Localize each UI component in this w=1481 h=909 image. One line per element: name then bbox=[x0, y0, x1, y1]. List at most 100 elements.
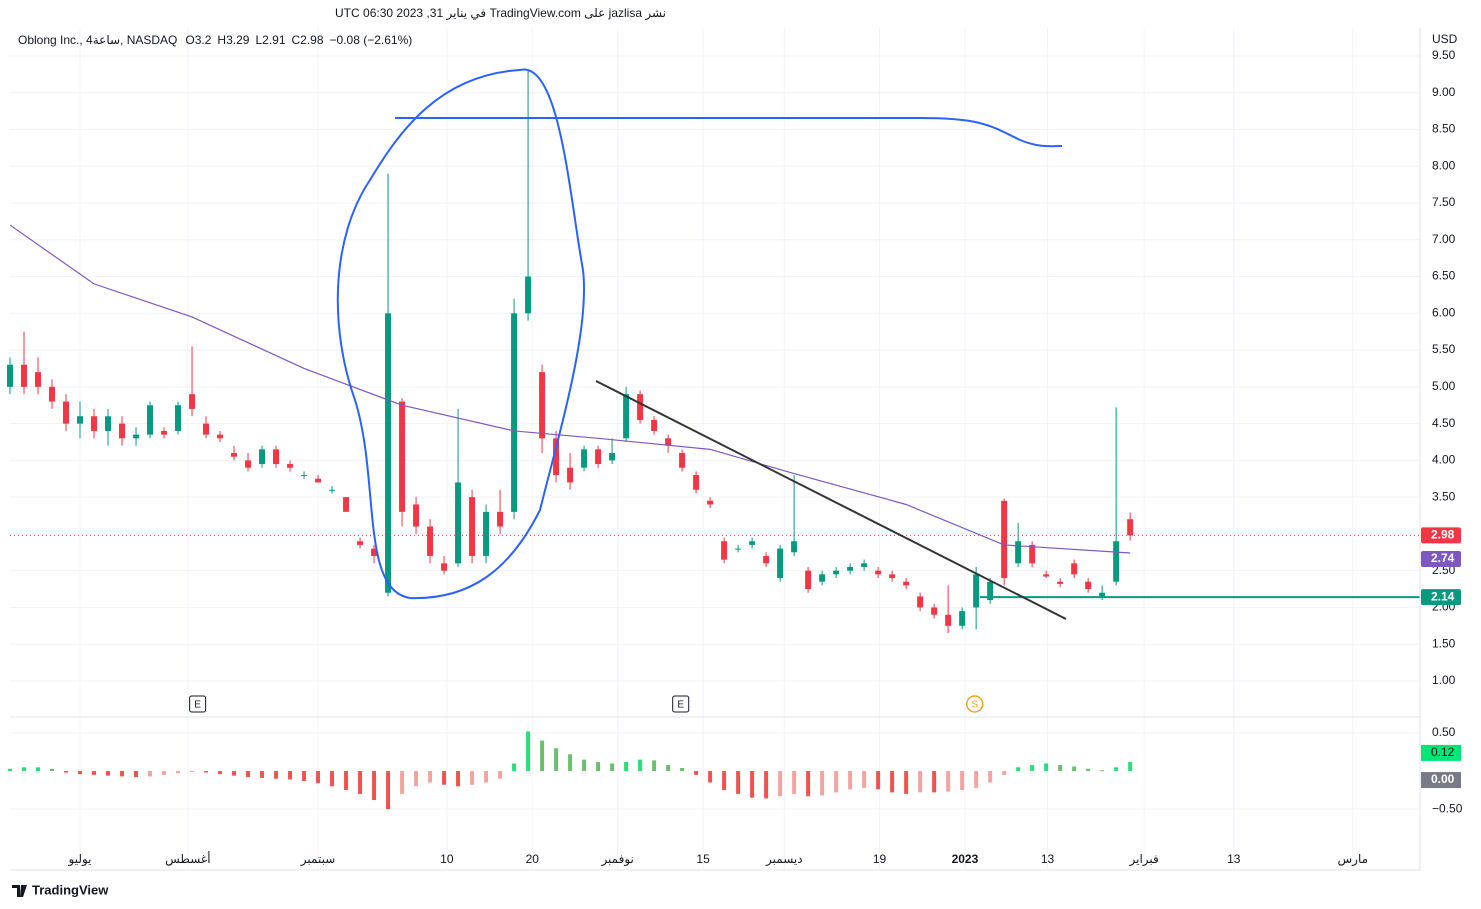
osc-bar bbox=[960, 771, 965, 791]
osc-bar bbox=[610, 763, 615, 772]
candle-body bbox=[1099, 592, 1106, 597]
osc-bar bbox=[596, 761, 601, 772]
y-tick-label: 4.00 bbox=[1432, 453, 1456, 467]
y-tick-label: 3.50 bbox=[1432, 489, 1456, 503]
candle-body bbox=[791, 541, 798, 553]
candle-body bbox=[609, 453, 616, 461]
candle-body bbox=[847, 566, 854, 571]
osc-bar bbox=[918, 771, 923, 793]
candle-body bbox=[497, 511, 504, 527]
osc-bar bbox=[988, 771, 993, 783]
candle-body bbox=[217, 434, 224, 439]
candle-body bbox=[469, 497, 476, 556]
candle-body bbox=[259, 449, 266, 465]
candle-body bbox=[651, 419, 658, 431]
osc-bar bbox=[456, 771, 461, 787]
event-label: S bbox=[971, 700, 978, 711]
osc-bar bbox=[92, 771, 97, 775]
candle-body bbox=[539, 372, 546, 439]
candle-body bbox=[315, 478, 322, 483]
osc-bar bbox=[1044, 763, 1049, 772]
candle-body bbox=[581, 449, 588, 468]
candle-body bbox=[595, 449, 602, 465]
osc-bar bbox=[820, 771, 825, 796]
osc-bar bbox=[526, 731, 531, 772]
osc-bar bbox=[330, 771, 335, 787]
osc-bar bbox=[246, 771, 251, 778]
legend-value: 3.29 bbox=[226, 33, 250, 47]
y-tick-label: 5.50 bbox=[1432, 342, 1456, 356]
osc-bar bbox=[624, 761, 629, 772]
osc-zero-bg bbox=[1421, 772, 1461, 789]
event-marker bbox=[672, 695, 690, 713]
osc-bar bbox=[386, 771, 391, 810]
osc-bar bbox=[22, 767, 27, 772]
candle-body bbox=[875, 570, 882, 575]
osc-bar bbox=[400, 771, 405, 794]
y-tick-label: 6.50 bbox=[1432, 269, 1456, 283]
osc-bar bbox=[876, 771, 881, 790]
osc-bar bbox=[288, 771, 293, 780]
osc-bar bbox=[302, 771, 307, 781]
candle-body bbox=[1029, 544, 1036, 564]
candle-body bbox=[287, 464, 294, 468]
candle-body bbox=[35, 372, 42, 387]
ma-label: 2.74 bbox=[1431, 551, 1455, 565]
osc-bar bbox=[1100, 770, 1105, 772]
candle-body bbox=[273, 449, 280, 465]
osc-bar bbox=[498, 771, 503, 779]
osc-bar bbox=[680, 768, 685, 772]
osc-bar bbox=[1016, 767, 1021, 772]
candle-body bbox=[917, 596, 924, 608]
osc-bar bbox=[540, 740, 545, 772]
osc-bar bbox=[736, 771, 741, 794]
moving-average bbox=[9, 224, 1131, 554]
legend-key: H bbox=[217, 33, 226, 47]
osc-bar bbox=[218, 771, 223, 775]
last-price-label: 2.98 bbox=[1431, 528, 1455, 542]
osc-bar bbox=[568, 754, 573, 772]
osc-bar bbox=[792, 771, 797, 794]
candle-body bbox=[1057, 581, 1064, 584]
drawing-line bbox=[395, 117, 1063, 148]
x-tick-label: 2023 bbox=[952, 852, 979, 866]
candle-body bbox=[833, 570, 840, 575]
osc-bar bbox=[582, 759, 587, 772]
x-tick-label: مارس bbox=[1338, 852, 1369, 867]
candle-body bbox=[973, 574, 980, 608]
marks bbox=[7, 70, 1420, 810]
osc-bar bbox=[372, 771, 377, 800]
candle-body bbox=[357, 541, 364, 545]
osc-bar bbox=[414, 771, 419, 787]
x-tick-label: أغسطس bbox=[165, 851, 210, 867]
osc-bar bbox=[834, 771, 839, 793]
hline-label: 2.14 bbox=[1431, 589, 1455, 603]
candle-body bbox=[553, 438, 560, 476]
candle-body bbox=[749, 541, 756, 545]
legend-value: 2.98 bbox=[300, 33, 324, 47]
candle-body bbox=[1113, 541, 1120, 582]
event-label: E bbox=[194, 700, 201, 711]
candle-body bbox=[777, 548, 784, 579]
candle-body bbox=[77, 416, 84, 424]
candle-body bbox=[721, 541, 728, 560]
osc-bar bbox=[1086, 768, 1091, 772]
candle-body bbox=[665, 438, 672, 446]
candle-body bbox=[133, 434, 140, 439]
osc-bar bbox=[1128, 761, 1133, 772]
osc-bar bbox=[946, 771, 951, 792]
osc-bar bbox=[904, 771, 909, 794]
x-tick-label: 10 bbox=[440, 852, 454, 866]
x-tick-label: 13 bbox=[1041, 852, 1055, 866]
candle-body bbox=[329, 489, 336, 491]
osc-bar bbox=[708, 771, 713, 783]
x-tick-label: 13 bbox=[1227, 852, 1241, 866]
osc-bar bbox=[666, 764, 671, 772]
candle-body bbox=[735, 548, 742, 550]
candle-body bbox=[805, 570, 812, 590]
candle-body bbox=[399, 401, 406, 512]
osc-bar bbox=[36, 767, 41, 772]
osc-bar bbox=[176, 771, 181, 774]
y-tick-label: 1.00 bbox=[1432, 673, 1456, 687]
